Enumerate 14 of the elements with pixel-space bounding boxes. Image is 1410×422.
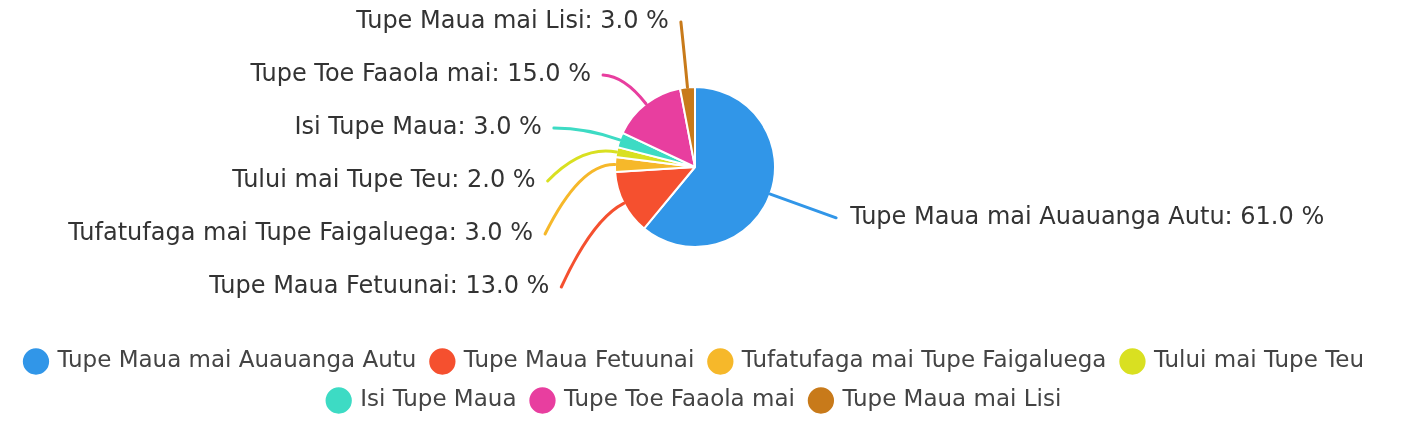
legend-label: Tupe Toe Faaola mai <box>562 385 795 412</box>
legend-label: Tupe Maua Fetuunai <box>462 346 695 373</box>
legend-label: Tupe Maua mai Lisi <box>841 385 1062 412</box>
data-label: Tupe Maua mai Lisi: 3.0 % <box>355 6 669 35</box>
legend-label: Tupe Maua mai Auauanga Autu <box>56 346 417 373</box>
legend-label: Tului mai Tupe Teu <box>1152 346 1365 373</box>
data-label: Tupe Toe Faaola mai: 15.0 % <box>249 59 592 88</box>
data-label: Isi Tupe Maua: 3.0 % <box>294 112 542 141</box>
data-label: Tupe Maua Fetuunai: 13.0 % <box>208 271 550 300</box>
legend-label: Tufatufaga mai Tupe Faigaluega <box>740 346 1107 373</box>
data-label: Tupe Maua mai Auauanga Autu: 61.0 % <box>849 202 1325 231</box>
data-label: Tufatufaga mai Tupe Faigaluega: 3.0 % <box>67 218 534 247</box>
data-label: Tului mai Tupe Teu: 2.0 % <box>231 165 536 194</box>
legend-label: Isi Tupe Maua <box>360 385 517 412</box>
